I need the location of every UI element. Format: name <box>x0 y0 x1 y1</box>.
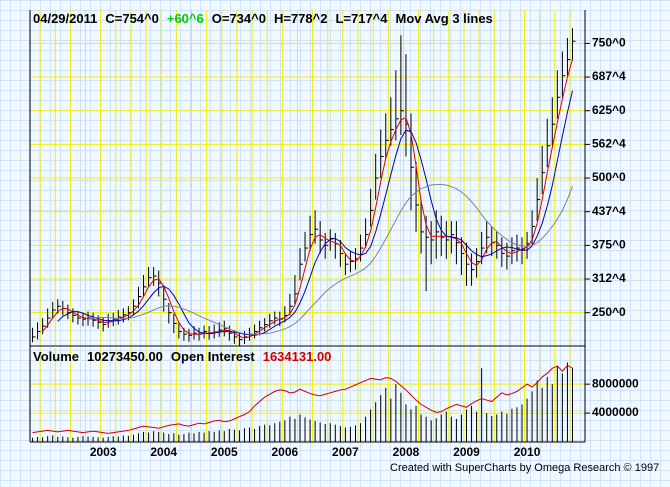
footer: Created with SuperCharts by Omega Resear… <box>390 462 659 474</box>
y-tick-label: 625^0 <box>592 103 626 117</box>
moving-average <box>57 90 573 336</box>
price-header: 04/29/2011 C=754^0 +60^6 O=734^0 H=778^2 L=71… <box>33 11 493 26</box>
moving-average <box>87 184 573 335</box>
x-tick-label: 2009 <box>453 445 480 459</box>
x-tick-label: 2003 <box>90 445 117 459</box>
x-tick-label: 2005 <box>211 445 238 459</box>
y-tick-label: 750^0 <box>592 36 626 50</box>
open-interest-line <box>32 364 573 434</box>
y-tick-label: 250^0 <box>592 305 626 319</box>
y-tick-label: 437^4 <box>592 204 626 218</box>
header-item: Volume <box>33 349 79 364</box>
y-tick-label: 500^0 <box>592 170 626 184</box>
header-item: H=778^2 <box>274 11 328 26</box>
header-item: 10273450.00 <box>87 349 163 364</box>
header-item: L=717^4 <box>335 11 388 26</box>
header-item: 1634131.00 <box>263 349 332 364</box>
y-tick-label: 312^4 <box>592 271 626 285</box>
header-item: O=734^0 <box>212 11 266 26</box>
x-tick-label: 2007 <box>332 445 359 459</box>
x-tick-label: 2008 <box>393 445 420 459</box>
header-item: Mov Avg 3 lines <box>396 11 493 26</box>
y-tick-label: 562^4 <box>592 137 626 151</box>
header-item: +60^6 <box>167 11 204 26</box>
header-item: Open Interest <box>171 349 255 364</box>
header-item: C=754^0 <box>105 11 159 26</box>
x-tick-label: 2004 <box>150 445 177 459</box>
header-item: 04/29/2011 <box>33 11 97 26</box>
mark-layer <box>32 28 576 442</box>
moving-average <box>42 58 573 339</box>
y-tick-label: 8000000 <box>592 376 639 390</box>
y-tick-label: 687^4 <box>592 69 626 83</box>
volume-header: Volume 10273450.00 Open Interest 1634131.00 <box>33 349 331 364</box>
x-tick-label: 2010 <box>514 445 541 459</box>
y-tick-label: 4000000 <box>592 405 639 419</box>
y-tick-label: 375^0 <box>592 238 626 252</box>
x-tick-label: 2006 <box>271 445 298 459</box>
grid-layer <box>30 10 585 442</box>
